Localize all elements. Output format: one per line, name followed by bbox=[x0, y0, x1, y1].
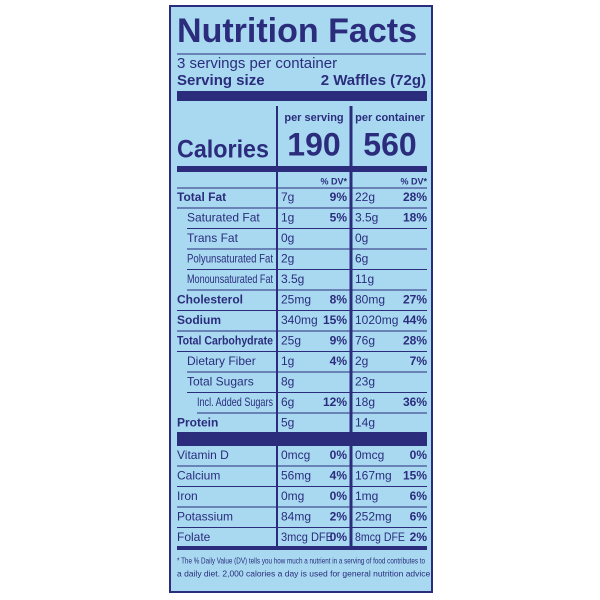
container-dv: 27% bbox=[403, 293, 427, 307]
serving-size: 2 Waffles (72g) bbox=[321, 72, 426, 89]
container-amount: 0mcg bbox=[355, 448, 384, 462]
container-dv: 6% bbox=[410, 510, 428, 524]
serving-amount: 5g bbox=[281, 416, 294, 430]
serving-amount: 6g bbox=[281, 395, 294, 409]
serving-dv: 4% bbox=[330, 469, 348, 483]
nutrient-label: Saturated Fat bbox=[187, 211, 260, 225]
servings: 3 servings per container bbox=[177, 55, 337, 72]
footnote: * The % Daily Value (DV) tells you how m… bbox=[177, 555, 425, 565]
container-amount: 6g bbox=[355, 252, 368, 266]
serving-amount: 2g bbox=[281, 252, 294, 266]
container-dv: 0% bbox=[410, 448, 428, 462]
nutrient-label: Total Sugars bbox=[187, 375, 254, 389]
serving-dv: 4% bbox=[330, 354, 348, 368]
column-header: per container bbox=[355, 112, 425, 124]
serving-amount: 0mcg bbox=[281, 448, 310, 462]
footnote: a daily diet. 2,000 calories a day is us… bbox=[177, 568, 433, 578]
container-amount: 0g bbox=[355, 231, 368, 245]
nutrient-label: Total Fat bbox=[177, 190, 226, 204]
serving-dv: 2% bbox=[330, 510, 348, 524]
serving-dv: 9% bbox=[330, 190, 348, 204]
thick-rule bbox=[177, 546, 427, 550]
serving-amount: 25mg bbox=[281, 293, 311, 307]
panel bbox=[169, 5, 433, 593]
nutrient-label: Iron bbox=[177, 489, 198, 503]
dv-header: % DV* bbox=[320, 176, 347, 186]
serving-dv: 0% bbox=[330, 489, 348, 503]
container-amount: 76g bbox=[355, 334, 375, 348]
title: Nutrition Facts bbox=[177, 12, 417, 50]
serving-size-label: Serving size bbox=[177, 72, 265, 89]
dv-header: % DV* bbox=[400, 176, 427, 186]
serving-amount: 3.5g bbox=[281, 272, 304, 286]
serving-dv: 0% bbox=[330, 530, 348, 544]
serving-dv: 15% bbox=[323, 313, 347, 327]
nutrient-label: Calcium bbox=[177, 469, 220, 483]
nutrient-label: Trans Fat bbox=[187, 231, 239, 245]
nutrient-label: Monounsaturated Fat bbox=[187, 272, 273, 286]
thick-rule bbox=[177, 166, 427, 172]
nutrient-label: Protein bbox=[177, 416, 218, 430]
container-dv: 36% bbox=[403, 395, 427, 409]
container-dv: 44% bbox=[403, 313, 427, 327]
serving-amount: 0mg bbox=[281, 489, 304, 503]
container-dv: 28% bbox=[403, 334, 427, 348]
container-amount: 80mg bbox=[355, 293, 385, 307]
container-amount: 14g bbox=[355, 416, 375, 430]
nutrient-label: Dietary Fiber bbox=[187, 354, 256, 368]
container-amount: 252mg bbox=[355, 510, 392, 524]
container-amount: 1mg bbox=[355, 489, 378, 503]
nutrient-label: Incl. Added Sugars bbox=[197, 395, 273, 409]
nutrient-label: Folate bbox=[177, 530, 211, 544]
serving-dv: 12% bbox=[323, 395, 347, 409]
serving-amount: 7g bbox=[281, 190, 294, 204]
serving-dv: 0% bbox=[330, 448, 348, 462]
serving-amount: 8g bbox=[281, 375, 294, 389]
nutrient-label: Polyunsaturated Fat bbox=[187, 252, 274, 266]
column-header: per serving bbox=[284, 112, 343, 124]
serving-amount: 56mg bbox=[281, 469, 311, 483]
container-amount: 2g bbox=[355, 354, 368, 368]
serving-dv: 8% bbox=[330, 293, 348, 307]
thick-rule bbox=[177, 432, 427, 446]
calories-serving: 190 bbox=[287, 126, 340, 162]
calories-container: 560 bbox=[363, 126, 416, 162]
serving-amount: 0g bbox=[281, 231, 294, 245]
container-amount: 23g bbox=[355, 375, 375, 389]
container-amount: 3.5g bbox=[355, 211, 378, 225]
serving-amount: 84mg bbox=[281, 510, 311, 524]
nutrient-label: Total Carbohydrate bbox=[177, 334, 273, 348]
calories-label: Calories bbox=[177, 136, 269, 164]
container-amount: 1020mg bbox=[355, 313, 398, 327]
nutrient-label: Sodium bbox=[177, 313, 221, 327]
container-dv: 18% bbox=[403, 211, 427, 225]
container-amount: 11g bbox=[355, 272, 374, 286]
nutrient-label: Vitamin D bbox=[177, 448, 229, 462]
container-dv: 28% bbox=[403, 190, 427, 204]
serving-amount: 25g bbox=[281, 334, 301, 348]
serving-amount: 3mcg DFE bbox=[281, 530, 333, 544]
serving-amount: 1g bbox=[281, 354, 294, 368]
container-amount: 22g bbox=[355, 190, 375, 204]
nutrient-label: Potassium bbox=[177, 510, 233, 524]
container-dv: 6% bbox=[410, 489, 428, 503]
container-amount: 18g bbox=[355, 395, 375, 409]
container-dv: 15% bbox=[403, 469, 427, 483]
container-dv: 2% bbox=[410, 530, 428, 544]
nutrient-label: Cholesterol bbox=[177, 293, 243, 307]
container-dv: 7% bbox=[410, 354, 428, 368]
serving-dv: 9% bbox=[330, 334, 348, 348]
container-amount: 167mg bbox=[355, 469, 392, 483]
container-amount: 8mcg DFE bbox=[355, 530, 405, 544]
serving-amount: 340mg bbox=[281, 313, 318, 327]
serving-amount: 1g bbox=[281, 211, 294, 225]
thick-rule bbox=[177, 91, 427, 101]
serving-dv: 5% bbox=[330, 211, 348, 225]
